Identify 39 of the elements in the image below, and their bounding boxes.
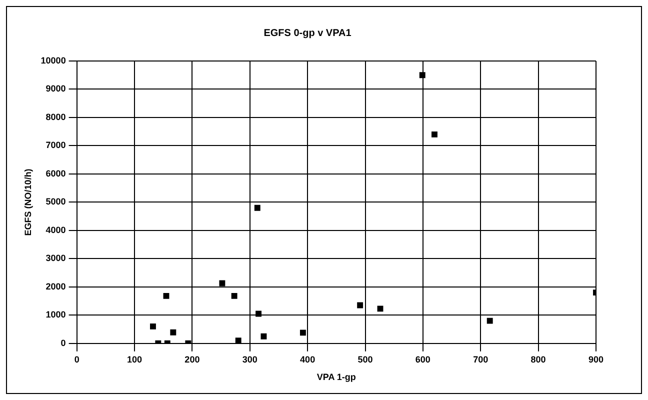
x-tick-label: 200 [184,354,200,364]
y-tick-label: 7000 [46,140,66,150]
x-tick-label: 500 [358,354,373,364]
y-tick-label: 5000 [46,196,66,207]
y-tick-label: 6000 [46,168,66,178]
x-tick-label: 900 [588,354,604,364]
point [231,292,238,299]
point [256,310,262,317]
point [170,329,176,336]
point [235,338,242,344]
x-tick-label: 700 [473,354,488,364]
point [432,131,438,138]
y-axis-title: EGFS (NO/10/h) [22,168,33,236]
x-tick-label: 300 [242,354,258,364]
x-tick-label: 800 [530,354,546,364]
point [254,204,260,211]
point [163,292,170,299]
x-axis-title: VPA 1-gp [316,372,356,382]
point [219,280,226,286]
point [357,302,364,308]
x-tick-label: 600 [415,354,430,364]
y-tick-label: 0 [60,338,66,348]
y-tick-label: 3000 [46,253,66,264]
y-tick-label: 9000 [46,84,66,94]
y-tick-label: 1000 [46,310,66,320]
x-tick-label: 0 [74,354,80,364]
y-tick-label: 10000 [40,55,66,66]
point [300,330,306,336]
x-tick-label: 400 [300,354,316,364]
point [377,306,384,312]
y-tick-label: 8000 [46,112,66,122]
x-tick-label: 100 [126,354,142,364]
chart-title: EGFS 0-gp v VPA1 [264,28,352,39]
y-tick-label: 2000 [46,281,66,292]
point [150,323,156,330]
y-tick-label: 4000 [46,224,66,235]
point [419,72,426,78]
point [260,333,267,340]
point [486,318,493,324]
